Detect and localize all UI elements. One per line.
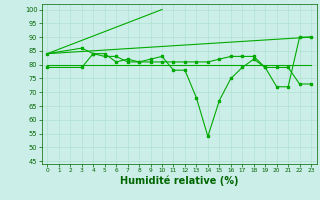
X-axis label: Humidité relative (%): Humidité relative (%) — [120, 176, 238, 186]
